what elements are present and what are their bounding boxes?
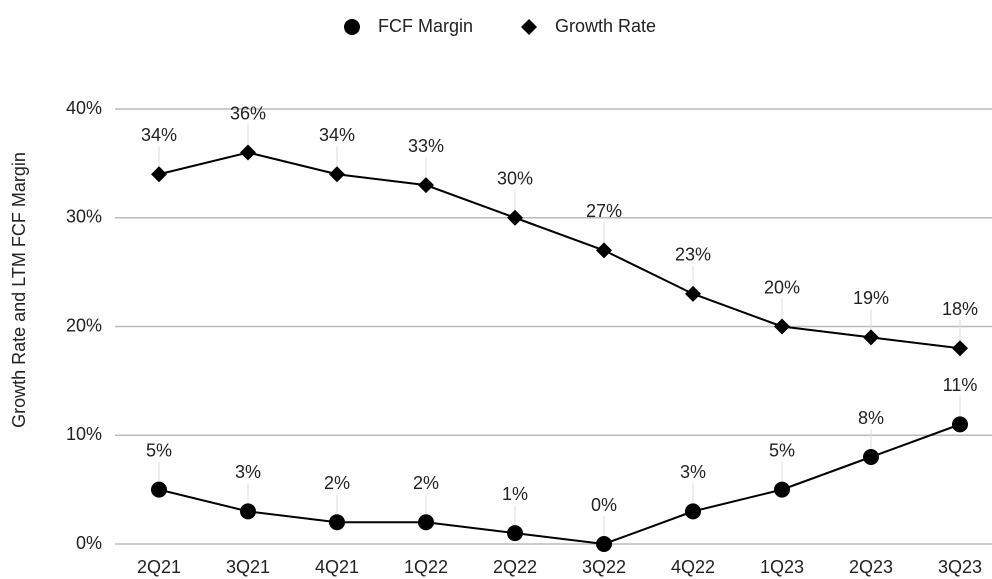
data-label: 34% (319, 125, 355, 145)
circle-marker (240, 503, 256, 520)
x-tick-label: 3Q22 (582, 557, 626, 577)
diamond-marker (774, 318, 790, 335)
data-label: 19% (853, 288, 889, 308)
circle-marker (329, 514, 345, 531)
circle-marker (685, 503, 701, 520)
data-label: 3% (680, 462, 706, 482)
x-tick-label: 4Q22 (671, 557, 715, 577)
data-label: 18% (942, 299, 978, 319)
series-line (158, 423, 961, 546)
data-label: 30% (497, 169, 533, 189)
data-label: 20% (764, 277, 800, 297)
circle-marker (507, 525, 523, 542)
legend-label: Growth Rate (555, 16, 656, 36)
circle-marker (344, 19, 360, 35)
circle-marker (596, 536, 612, 552)
data-label: 2% (324, 473, 350, 493)
data-label: 36% (230, 103, 266, 123)
circle-marker (774, 481, 790, 498)
series-line (158, 151, 961, 350)
diamond-marker (329, 166, 345, 183)
data-label: 33% (408, 136, 444, 156)
diamond-marker (507, 209, 523, 226)
x-tick-label: 2Q23 (849, 557, 893, 577)
data-label: 2% (413, 473, 439, 493)
y-tick-label: 10% (66, 424, 102, 444)
data-label: 0% (591, 495, 617, 515)
y-axis-label: Growth Rate and LTM FCF Margin (9, 152, 29, 428)
diamond-marker (418, 177, 434, 194)
diamond-marker (863, 329, 879, 346)
y-tick-label: 0% (76, 533, 102, 553)
y-tick-label: 20% (66, 315, 102, 335)
data-label: 3% (235, 462, 261, 482)
data-label: 8% (858, 408, 884, 428)
diamond-marker (521, 19, 538, 35)
legend-label: FCF Margin (378, 16, 473, 36)
x-tick-label: 3Q23 (938, 557, 982, 577)
data-label: 5% (146, 440, 172, 460)
diamond-marker (240, 144, 256, 161)
x-tick-label: 2Q22 (493, 557, 537, 577)
x-tick-label: 3Q21 (226, 557, 270, 577)
x-tick-label: 4Q21 (315, 557, 359, 577)
data-label: 1% (502, 484, 528, 504)
circle-marker (952, 416, 968, 433)
circle-marker (863, 449, 879, 465)
data-label: 5% (769, 440, 795, 460)
data-label: 34% (141, 125, 177, 145)
diamond-marker (596, 242, 612, 259)
x-tick-label: 1Q22 (404, 557, 448, 577)
y-tick-label: 30% (66, 207, 102, 227)
circle-marker (418, 514, 434, 531)
x-tick-label: 2Q21 (137, 557, 181, 577)
diamond-marker (685, 285, 701, 302)
data-label: 23% (675, 245, 711, 265)
diamond-marker (151, 166, 167, 183)
circle-marker (151, 481, 167, 498)
data-label: 11% (943, 375, 978, 395)
y-tick-label: 40% (66, 98, 102, 118)
diamond-marker (952, 340, 968, 357)
data-label: 27% (586, 201, 622, 221)
x-tick-label: 1Q23 (760, 557, 804, 577)
